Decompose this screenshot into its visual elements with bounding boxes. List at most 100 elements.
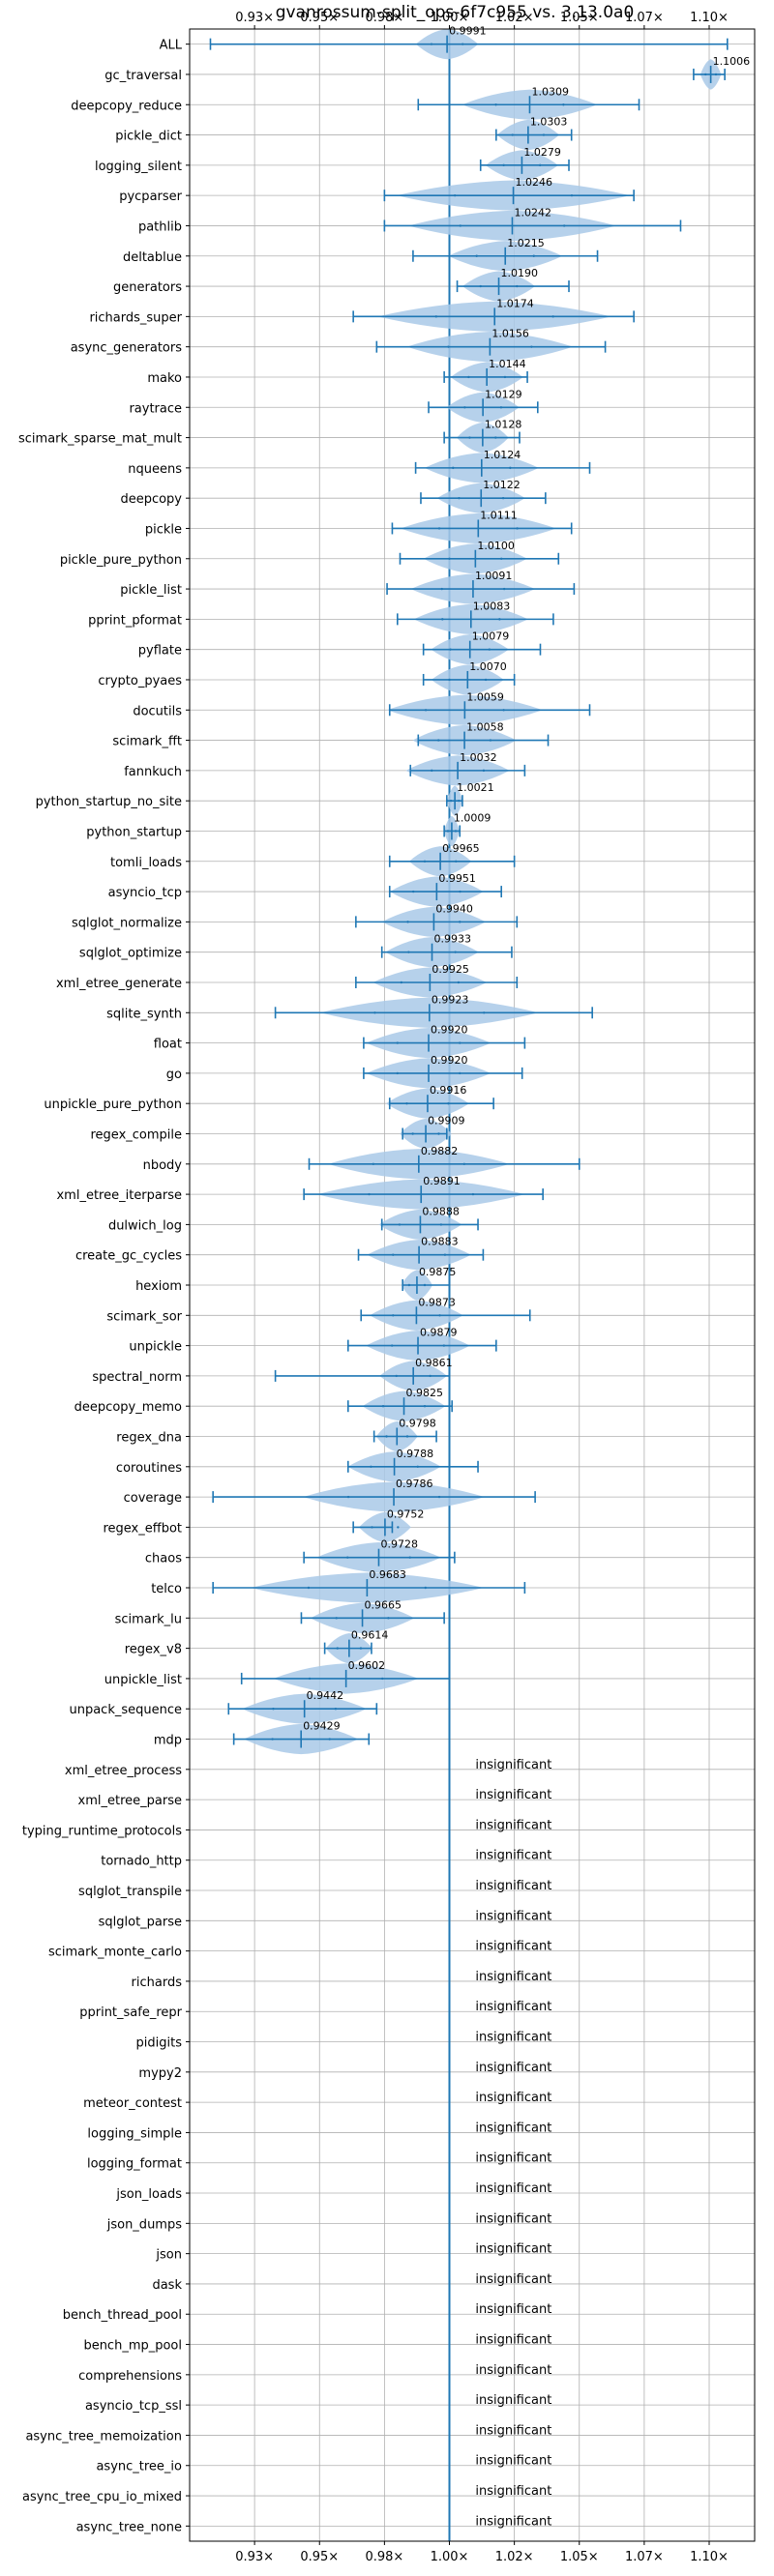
insignificant-label: insignificant: [475, 2454, 551, 2469]
y-tick-label: xml_etree_process: [65, 1764, 182, 1778]
x-tick-label-bottom: 0.93×: [235, 2550, 274, 2564]
value-label: 1.0124: [484, 449, 521, 461]
y-tick-label: mdp: [154, 1734, 182, 1748]
y-tick-label: pickle_dict: [115, 130, 182, 144]
quartile-dot: [371, 1526, 373, 1529]
quartile-dot: [442, 1344, 446, 1347]
y-tick-label: mypy2: [138, 2066, 182, 2081]
value-label: 1.0309: [531, 85, 569, 98]
quartile-dot: [437, 739, 440, 742]
value-label: 0.9882: [421, 1145, 459, 1157]
quartile-dot: [335, 1617, 338, 1620]
y-tick-label: sqlglot_parse: [99, 1915, 182, 1929]
quartile-dot: [407, 1283, 411, 1287]
quartile-dot: [449, 799, 453, 803]
y-tick-label: python_startup: [86, 825, 182, 839]
y-tick-label: pyflate: [138, 644, 182, 659]
quartile-dot: [551, 315, 554, 318]
x-tick-label-top: 1.00×: [431, 11, 469, 25]
value-label: 0.9728: [380, 1538, 418, 1551]
quartile-dot: [483, 1011, 486, 1014]
quartile-dot: [499, 406, 503, 409]
quartile-dot: [461, 43, 464, 45]
quartile-dot: [447, 1101, 450, 1105]
quartile-dot: [407, 951, 410, 953]
quartile-dot: [328, 1738, 331, 1741]
y-tick-label: scimark_monte_carlo: [48, 1946, 182, 1960]
value-label: 0.9891: [423, 1175, 461, 1187]
y-tick-label: regex_dna: [116, 1431, 182, 1446]
y-tick-label: deltablue: [123, 250, 182, 265]
quartile-dot: [408, 1556, 411, 1559]
value-label: 1.0215: [507, 237, 545, 249]
quartile-dot: [368, 1192, 371, 1196]
value-label: 1.0190: [501, 267, 539, 279]
y-tick-label: pickle_pure_python: [60, 553, 182, 568]
quartile-dot: [498, 618, 501, 621]
value-label: 1.0091: [475, 570, 513, 582]
insignificant-label: insignificant: [475, 2152, 551, 2166]
y-tick-label: ALL: [160, 39, 183, 53]
value-label: 1.0129: [485, 388, 521, 400]
y-tick-label: async_tree_cpu_io_mixed: [22, 2490, 182, 2504]
value-label: 0.9909: [428, 1114, 465, 1127]
y-tick-label: gc_traversal: [104, 69, 182, 83]
y-tick-label: meteor_contest: [83, 2096, 182, 2111]
quartile-dot: [381, 1405, 385, 1408]
quartile-dot: [562, 103, 565, 106]
y-tick-label: unpickle: [129, 1340, 182, 1355]
quartile-dot: [448, 678, 451, 682]
quartile-dot: [484, 678, 488, 682]
quartile-dot: [503, 375, 507, 379]
quartile-dot: [459, 1041, 461, 1044]
y-tick-label: async_tree_io: [96, 2460, 182, 2474]
value-label: 1.0279: [523, 146, 561, 159]
y-tick-label: pycparser: [119, 190, 182, 204]
insignificant-label: insignificant: [475, 2181, 551, 2196]
y-tick-label: nbody: [143, 1158, 183, 1173]
value-label: 1.0032: [460, 751, 496, 764]
y-tick-label: unpack_sequence: [69, 1703, 182, 1717]
y-tick-label: generators: [113, 280, 182, 295]
value-label: 0.9788: [397, 1448, 434, 1460]
quartile-dot: [411, 1132, 414, 1135]
quartile-dot: [459, 921, 461, 923]
x-tick-label-bottom: 1.05×: [560, 2550, 599, 2564]
y-tick-label: json_dumps: [106, 2217, 182, 2232]
value-label: 0.9683: [369, 1568, 406, 1581]
insignificant-label: insignificant: [475, 2484, 551, 2499]
insignificant-label: insignificant: [475, 2393, 551, 2408]
value-label: 0.9665: [365, 1598, 402, 1611]
y-tick-label: deepcopy_reduce: [71, 99, 182, 113]
quartile-dot: [516, 527, 519, 530]
value-label: 1.0100: [477, 540, 515, 552]
y-tick-label: pprint_pformat: [88, 613, 182, 628]
value-label: 0.9442: [307, 1689, 344, 1702]
y-tick-label: hexiom: [135, 1279, 182, 1294]
insignificant-label: insignificant: [475, 2061, 551, 2075]
x-tick-label-bottom: 0.98×: [365, 2550, 403, 2564]
quartile-dot: [423, 860, 427, 863]
quartile-dot: [307, 1586, 311, 1590]
value-label: 0.9925: [432, 963, 469, 976]
quartile-dot: [359, 1647, 363, 1650]
quartile-dot: [494, 436, 497, 439]
insignificant-label: insignificant: [475, 2242, 551, 2257]
y-tick-label: logging_silent: [95, 160, 182, 174]
insignificant-label: insignificant: [475, 2333, 551, 2348]
quartile-dot: [455, 860, 458, 863]
quartile-dot: [449, 648, 452, 651]
y-tick-label: telco: [151, 1582, 182, 1596]
quartile-dot: [475, 254, 478, 257]
quartile-dot: [430, 43, 433, 45]
insignificant-label: insignificant: [475, 2272, 551, 2287]
x-tick-label-top: 1.02×: [495, 11, 534, 25]
value-label: 0.9602: [348, 1659, 386, 1672]
y-tick-label: spectral_norm: [92, 1370, 182, 1385]
value-label: 0.9933: [434, 933, 472, 946]
x-tick-label-top: 0.93×: [235, 11, 274, 25]
quartile-dot: [542, 133, 546, 136]
insignificant-label: insignificant: [475, 1940, 551, 1954]
